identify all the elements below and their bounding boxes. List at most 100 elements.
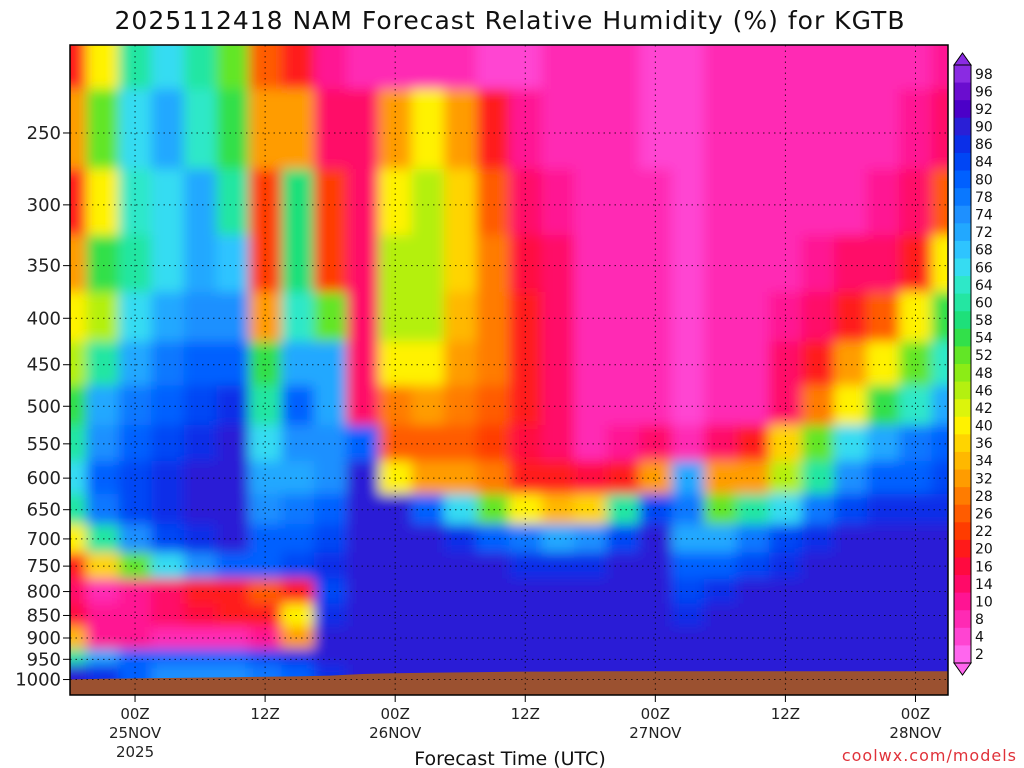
rh-field bbox=[70, 45, 948, 695]
colorbar-swatch bbox=[954, 575, 971, 594]
rh-cell bbox=[183, 425, 218, 462]
rh-cell bbox=[606, 578, 641, 605]
rh-cell bbox=[639, 292, 673, 343]
rh-cell bbox=[281, 524, 315, 554]
colorbar-swatch bbox=[954, 399, 971, 418]
colorbar-swatch bbox=[954, 434, 971, 453]
rh-cell bbox=[541, 461, 575, 495]
rh-cell bbox=[476, 45, 510, 90]
rh-cell bbox=[70, 292, 88, 343]
rh-cell bbox=[606, 235, 641, 293]
rh-cell bbox=[606, 341, 641, 387]
rh-cell bbox=[639, 648, 673, 666]
rh-cell bbox=[281, 626, 315, 650]
colorbar-swatch bbox=[954, 645, 971, 664]
rh-cell bbox=[704, 341, 738, 387]
rh-cell bbox=[118, 425, 153, 462]
colorbar-label: 58 bbox=[975, 313, 993, 329]
rh-cell bbox=[346, 235, 380, 293]
rh-cell bbox=[313, 89, 348, 170]
rh-cell bbox=[541, 292, 575, 343]
rh-cell bbox=[639, 493, 673, 526]
rh-cell bbox=[313, 603, 348, 628]
rh-cell bbox=[509, 524, 543, 554]
rh-cell bbox=[248, 524, 283, 554]
x-tick-label: 28NOV bbox=[889, 724, 942, 742]
rh-cell bbox=[444, 648, 478, 666]
rh-cell bbox=[931, 648, 948, 666]
rh-cell bbox=[476, 493, 510, 526]
rh-cell bbox=[183, 341, 218, 387]
rh-cell bbox=[736, 648, 771, 666]
rh-cell bbox=[866, 493, 901, 526]
rh-cell bbox=[866, 292, 901, 343]
rh-cell bbox=[899, 461, 933, 495]
rh-cell bbox=[313, 552, 348, 580]
rh-cell bbox=[118, 648, 153, 666]
rh-cell bbox=[248, 235, 283, 293]
rh-cell bbox=[216, 603, 250, 628]
rh-cell bbox=[151, 341, 185, 387]
colorbar-swatch bbox=[954, 276, 971, 295]
rh-cell bbox=[118, 235, 153, 293]
colorbar-label: 2 bbox=[975, 647, 984, 663]
rh-cell bbox=[574, 292, 608, 343]
rh-cell bbox=[248, 493, 283, 526]
rh-cell bbox=[866, 168, 901, 237]
rh-cell bbox=[606, 626, 641, 650]
colorbar-swatch bbox=[954, 135, 971, 154]
rh-cell bbox=[769, 235, 803, 293]
rh-cell bbox=[574, 461, 608, 495]
rh-cell bbox=[671, 648, 706, 666]
colorbar-label: 48 bbox=[975, 366, 993, 382]
rh-cell bbox=[606, 425, 641, 462]
rh-cell bbox=[183, 578, 218, 605]
colorbar-label: 16 bbox=[975, 559, 993, 575]
rh-cell bbox=[509, 493, 543, 526]
colorbar-swatch bbox=[954, 610, 971, 629]
rh-cell bbox=[151, 235, 185, 293]
rh-cell bbox=[866, 235, 901, 293]
rh-cell bbox=[639, 524, 673, 554]
rh-cell bbox=[769, 292, 803, 343]
rh-cell bbox=[736, 45, 771, 90]
rh-cell bbox=[70, 45, 88, 90]
rh-cell bbox=[313, 168, 348, 237]
rh-cell bbox=[248, 292, 283, 343]
rh-cell bbox=[574, 524, 608, 554]
colorbar-swatch bbox=[954, 381, 971, 400]
rh-cell bbox=[476, 235, 510, 293]
rh-cell bbox=[639, 168, 673, 237]
colorbar-label: 74 bbox=[975, 208, 993, 224]
rh-cell bbox=[704, 425, 738, 462]
rh-cell bbox=[671, 578, 706, 605]
rh-cell bbox=[313, 626, 348, 650]
rh-cell bbox=[866, 552, 901, 580]
rh-cell bbox=[118, 552, 153, 580]
rh-cell bbox=[281, 89, 315, 170]
rh-cell bbox=[151, 524, 185, 554]
rh-cell bbox=[216, 552, 250, 580]
rh-cell bbox=[476, 603, 510, 628]
rh-cell bbox=[216, 578, 250, 605]
rh-cell bbox=[834, 235, 868, 293]
rh-cell bbox=[346, 341, 380, 387]
rh-cell bbox=[313, 235, 348, 293]
rh-cell bbox=[248, 461, 283, 495]
rh-cell bbox=[736, 89, 771, 170]
rh-cell bbox=[346, 626, 380, 650]
rh-cell bbox=[313, 461, 348, 495]
rh-cell bbox=[70, 603, 88, 628]
rh-cell bbox=[574, 235, 608, 293]
rh-cell bbox=[639, 603, 673, 628]
rh-cell bbox=[574, 648, 608, 666]
colorbar-swatch bbox=[954, 117, 971, 136]
rh-cell bbox=[476, 461, 510, 495]
colorbar-label: 54 bbox=[975, 331, 993, 347]
rh-cell bbox=[606, 461, 641, 495]
rh-cell bbox=[574, 89, 608, 170]
rh-cell bbox=[378, 292, 413, 343]
colorbar-swatch bbox=[954, 416, 971, 435]
y-tick-label: 750 bbox=[27, 556, 61, 577]
credit-text: coolwx.com/models bbox=[842, 746, 1017, 765]
